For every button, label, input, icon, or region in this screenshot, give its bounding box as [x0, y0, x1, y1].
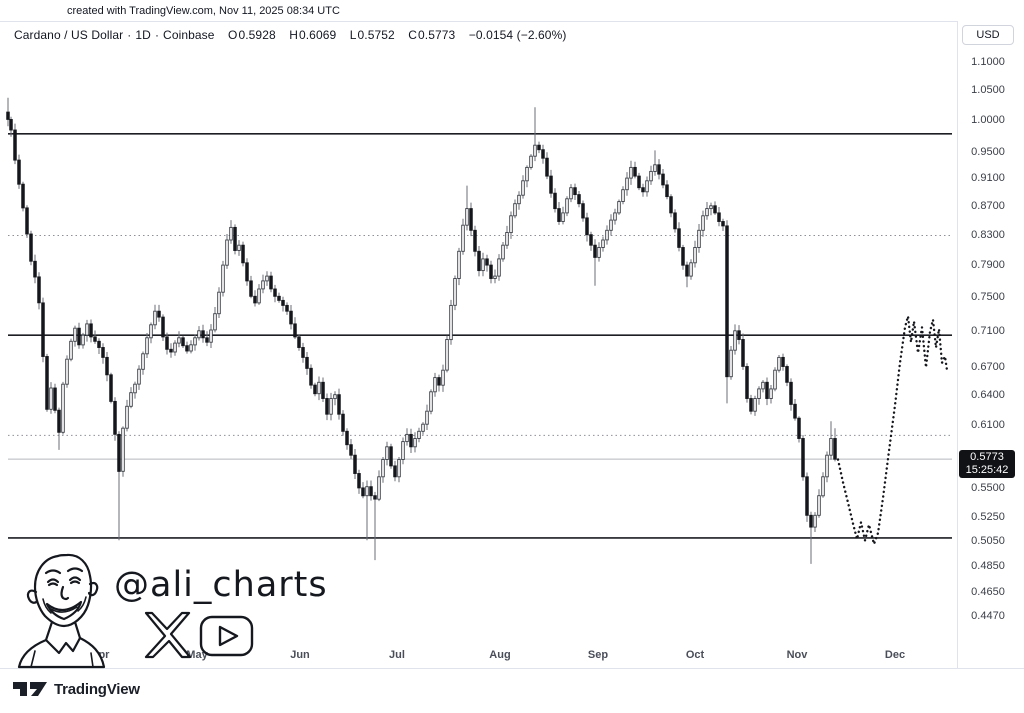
price-axis-label: 0.6700 — [971, 360, 1005, 373]
watermark-illustration — [17, 553, 254, 669]
high-value: 0.6069 — [298, 28, 337, 42]
x-logo-icon — [144, 611, 192, 659]
interval-value[interactable]: 1D — [135, 28, 151, 42]
time-scale-border — [0, 668, 1024, 669]
youtube-logo-icon — [199, 615, 254, 657]
price-axis-label: 0.4850 — [971, 559, 1005, 572]
month-label-jun: Jun — [290, 649, 310, 661]
month-label-aug: Aug — [489, 649, 511, 661]
watermark-handle-text: @ali_charts — [114, 565, 328, 605]
price-axis-label: 0.7100 — [971, 325, 1005, 338]
month-label-may: May — [186, 649, 208, 661]
candlestick-chart-canvas[interactable] — [0, 21, 1024, 668]
price-scale[interactable]: USD 0.5773 15:25:42 1.1000 1.0500 1.0000 0.… — [957, 21, 1024, 668]
price-axis-label: 0.6100 — [971, 418, 1005, 431]
price-axis-label: 0.5500 — [971, 482, 1005, 495]
open-value: 0.5928 — [238, 28, 276, 42]
tradingview-brand-text: TradingView — [54, 680, 140, 698]
close-value: 0.5773 — [418, 28, 456, 42]
symbol-legend: Cardano / US Dollar · 1D · Coinbase O0.5928 … — [14, 28, 567, 42]
tradingview-logo-icon — [13, 682, 47, 696]
price-axis-label: 0.5050 — [971, 535, 1005, 548]
open-label: O — [228, 28, 238, 42]
close-label: C — [408, 28, 418, 42]
bar-countdown: 15:25:42 — [965, 464, 1009, 477]
chart-top-border — [0, 21, 1024, 22]
created-with-caption: created with TradingView.com, Nov 11, 20… — [67, 5, 340, 17]
low-value: 0.5752 — [357, 28, 395, 42]
tradingview-branding[interactable]: TradingView — [12, 680, 140, 698]
price-axis-label: 0.7500 — [971, 291, 1005, 304]
change-value: −0.0154 (−2.60%) — [468, 28, 567, 42]
month-label-nov: Nov — [786, 649, 808, 661]
exchange-name[interactable]: Coinbase — [163, 28, 215, 42]
price-axis-label: 0.7900 — [971, 259, 1005, 272]
price-axis-label: 0.4470 — [971, 610, 1005, 623]
last-price-badge: 0.5773 15:25:42 — [959, 450, 1015, 479]
price-axis-label: 0.9100 — [971, 172, 1005, 185]
price-axis-label: 1.0000 — [971, 114, 1005, 127]
month-label-jul: Jul — [389, 649, 405, 661]
low-label: L — [349, 28, 357, 42]
month-label-oct: Oct — [685, 649, 705, 661]
price-axis-label: 0.8700 — [971, 199, 1005, 212]
high-label: H — [289, 28, 298, 42]
last-price-value: 0.5773 — [970, 451, 1004, 464]
ohlc-values: O0.5928 H0.6069 L0.5752 C0.5773 −0.0154 … — [228, 28, 566, 42]
price-axis-label: 0.4650 — [971, 585, 1005, 598]
price-axis-label: 1.1000 — [971, 55, 1005, 68]
month-label-sep: Sep — [587, 649, 609, 661]
price-axis-label: 0.5250 — [971, 511, 1005, 524]
face-illustration — [17, 553, 106, 669]
price-axis-label: 1.0500 — [971, 84, 1005, 97]
currency-unit-button[interactable]: USD — [962, 25, 1014, 45]
symbol-name[interactable]: Cardano / US Dollar — [14, 28, 124, 42]
month-label-dec: Dec — [884, 649, 906, 661]
price-axis-label: 0.6400 — [971, 389, 1005, 402]
price-axis-label: 0.8300 — [971, 228, 1005, 241]
price-axis-label: 0.9500 — [971, 145, 1005, 158]
